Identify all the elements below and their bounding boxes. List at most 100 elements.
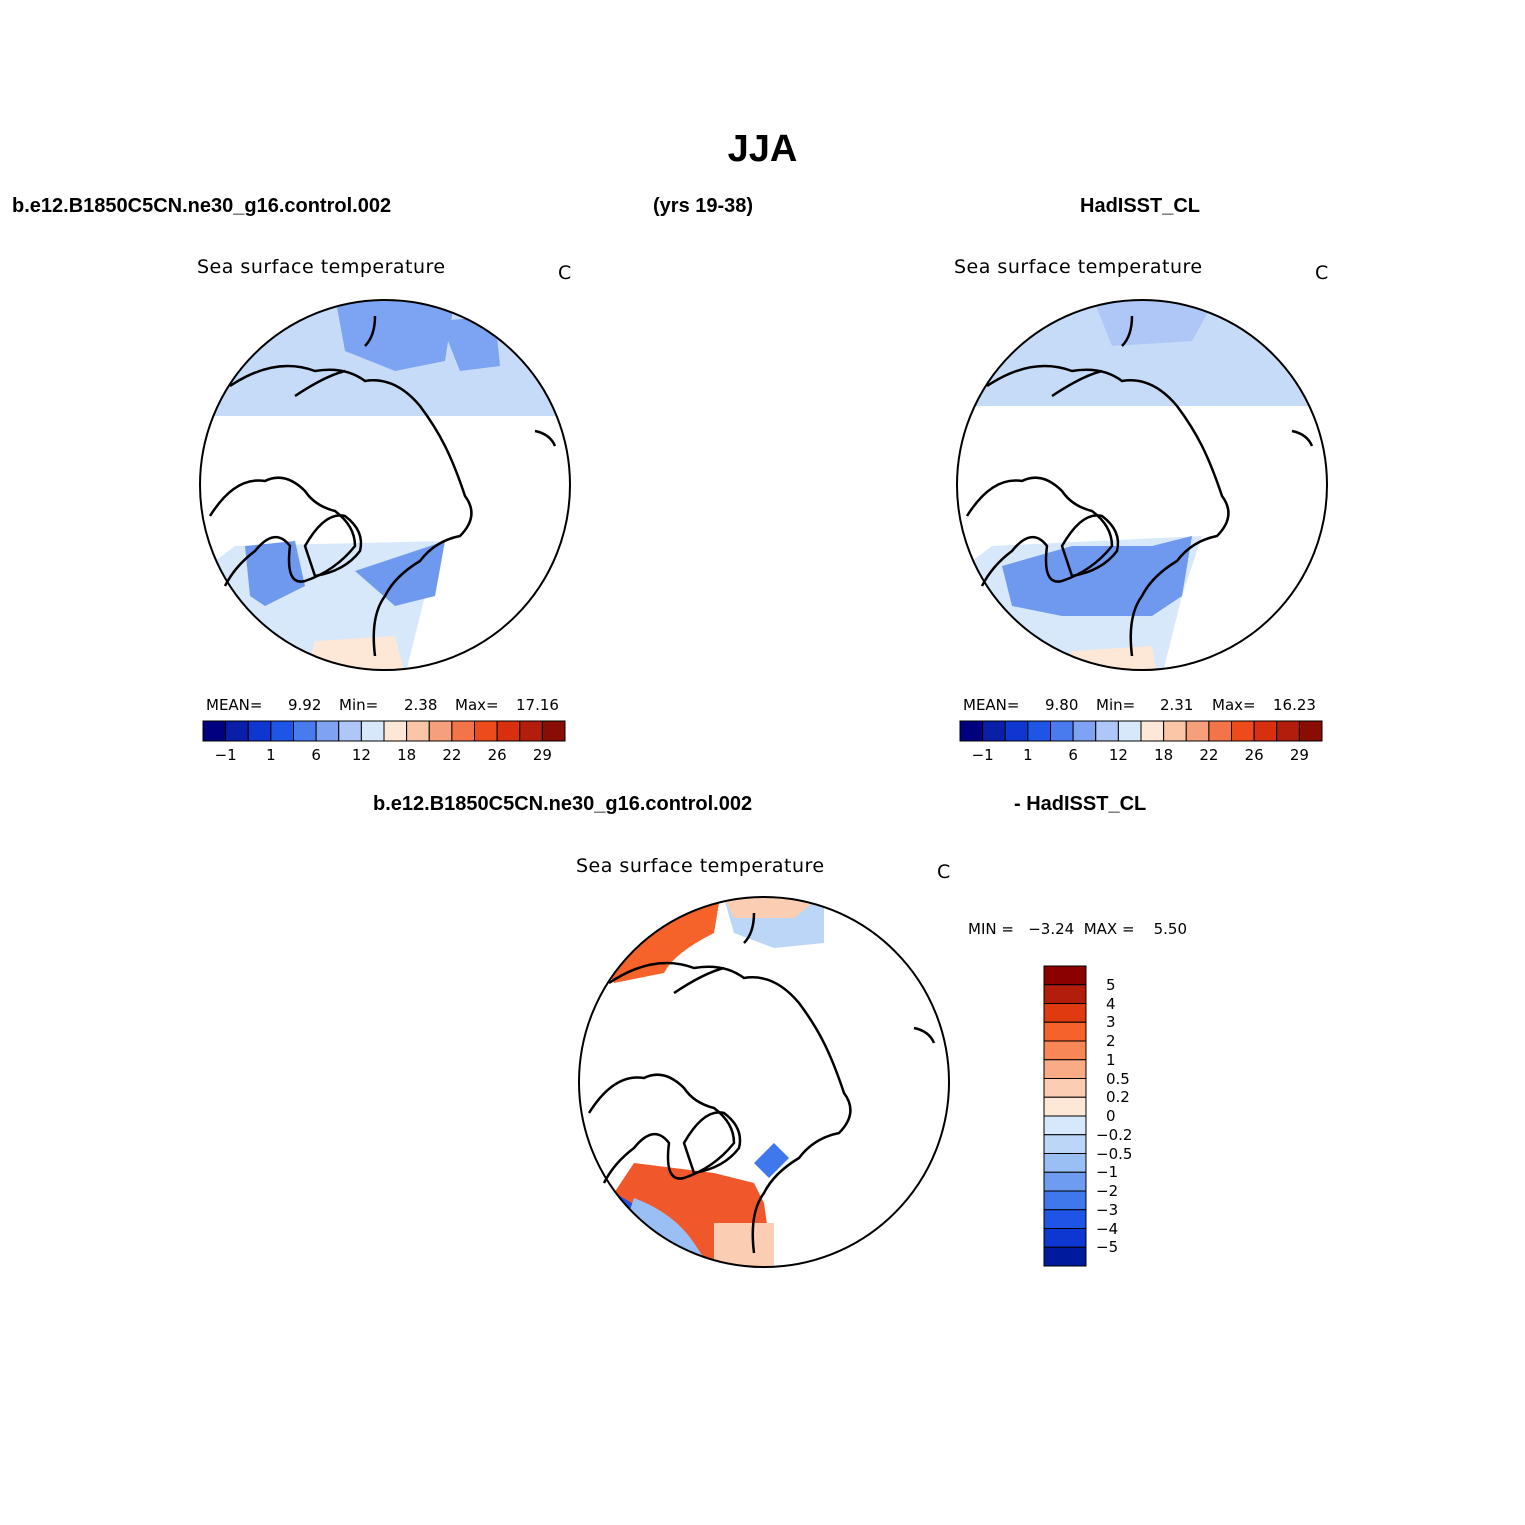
colorbar-swatch [982, 720, 1006, 742]
colorbar-tick-label: 29 [1289, 746, 1309, 764]
colorbar-swatch [1043, 1153, 1087, 1173]
colorbar-swatch [1043, 1171, 1087, 1192]
obs-max-value: 16.23 [1273, 696, 1316, 714]
model-panel-units: C [558, 262, 572, 284]
colorbar-swatch [428, 720, 453, 742]
diff-map [578, 896, 950, 1268]
colorbar-swatch [338, 720, 362, 742]
colorbar-swatch [1231, 720, 1255, 742]
colorbar-swatch [1004, 720, 1029, 742]
colorbar-swatch [1117, 720, 1142, 742]
colorbar-swatch [270, 720, 294, 742]
obs-panel-title: Sea surface temperature [954, 256, 1203, 278]
colorbar-tick-label: −1 [214, 746, 237, 764]
model-colorbar [202, 720, 566, 742]
colorbar-swatch [519, 720, 543, 742]
colorbar-swatch [360, 720, 385, 742]
colorbar-swatch [1043, 1190, 1087, 1211]
colorbar-level-label: −2 [1096, 1182, 1119, 1200]
colorbar-swatch [1072, 720, 1097, 742]
colorbar-tick-label: 18 [1154, 746, 1174, 764]
colorbar-tick-label: 12 [351, 746, 371, 764]
obs-colorbar-ticks: −1 1 6 12 18 22 26 29 [960, 746, 1322, 766]
colorbar-swatch [1043, 1078, 1087, 1098]
obs-name-header: HadISST_CL [1080, 195, 1201, 217]
diff-colorbar [1043, 965, 1087, 1267]
colorbar-tick-label: −1 [971, 746, 994, 764]
colorbar-swatch [315, 720, 340, 742]
colorbar-swatch [1095, 720, 1119, 742]
colorbar-tick-label: 1 [266, 746, 276, 764]
colorbar-swatch [293, 720, 317, 742]
colorbar-swatch [1276, 720, 1300, 742]
colorbar-swatch [474, 720, 498, 742]
obs-min-value: 2.31 [1160, 696, 1194, 714]
colorbar-level-label: −0.5 [1096, 1144, 1133, 1163]
colorbar-swatch [1043, 1003, 1087, 1023]
model-max-label: Max= [455, 696, 499, 714]
colorbar-level-label: 0 [1106, 1107, 1116, 1125]
colorbar-level-label: −5 [1096, 1238, 1119, 1257]
colorbar-swatch [1140, 720, 1165, 742]
anomaly-fill-norway-cool [754, 1143, 789, 1178]
colorbar-level-label: −1 [1096, 1163, 1119, 1182]
obs-max-label: Max= [1212, 696, 1256, 714]
diff-obs-header: - HadISST_CL [1014, 793, 1147, 815]
ocean-fill-labrador [1002, 536, 1192, 616]
colorbar-level-label: 0.2 [1106, 1088, 1130, 1107]
coastlines [587, 912, 936, 1254]
colorbar-level-label: 4 [1106, 994, 1116, 1013]
obs-mean-label: MEAN= [963, 696, 1020, 714]
diff-panel-units: C [937, 861, 951, 883]
colorbar-tick-label: 1 [1023, 746, 1033, 764]
colorbar-swatch [496, 720, 521, 742]
obs-colorbar [959, 720, 1323, 742]
colorbar-swatch [1185, 720, 1210, 742]
colorbar-level-label: −0.2 [1096, 1125, 1133, 1144]
colorbar-tick-label: 18 [397, 746, 417, 764]
model-min-value: 2.38 [404, 696, 438, 714]
colorbar-swatch [247, 720, 272, 742]
diff-colorbar-labels: 5 4 3 2 1 0.5 0.2 0 −0.2 −0.5 −1 −2 −3 −4 −5 [1096, 966, 1176, 1266]
colorbar-level-label: 3 [1106, 1013, 1116, 1032]
obs-min-label: Min= [1096, 696, 1136, 714]
obs-map [956, 299, 1328, 671]
colorbar-level-label: 1 [1106, 1050, 1116, 1069]
colorbar-level-label: −4 [1096, 1219, 1119, 1238]
coastlines [965, 315, 1314, 657]
colorbar-swatch [1050, 720, 1074, 742]
anomaly-fill-pacific-warm [604, 903, 719, 983]
anomaly-fill-bering-warm [724, 898, 819, 918]
model-max-value: 17.16 [516, 696, 559, 714]
colorbar-swatch [1043, 1246, 1087, 1267]
colorbar-level-label: −3 [1096, 1200, 1119, 1219]
colorbar-swatch [1043, 1228, 1087, 1248]
colorbar-swatch [1043, 1134, 1087, 1154]
colorbar-swatch [383, 720, 408, 742]
colorbar-swatch [1027, 720, 1051, 742]
colorbar-swatch [1043, 984, 1087, 1004]
colorbar-swatch [1253, 720, 1278, 742]
figure-title: JJA [727, 128, 798, 170]
colorbar-swatch [1208, 720, 1232, 742]
colorbar-swatch [541, 720, 566, 742]
colorbar-swatch [406, 720, 430, 742]
model-mean-label: MEAN= [206, 696, 263, 714]
anomaly-fill-nsea-light [714, 1223, 774, 1267]
model-mean-value: 9.92 [288, 696, 322, 714]
colorbar-tick-label: 26 [487, 746, 507, 764]
ocean-fill-bering [335, 300, 455, 371]
colorbar-tick-label: 22 [1199, 746, 1219, 764]
diff-minmax: MIN = −3.24 MAX = 5.50 [968, 920, 1188, 938]
colorbar-tick-label: 12 [1108, 746, 1128, 764]
colorbar-swatch [1043, 1021, 1087, 1042]
colorbar-swatch [1043, 1059, 1087, 1079]
colorbar-swatch [1043, 1096, 1087, 1117]
colorbar-tick-label: 6 [1068, 746, 1078, 764]
model-min-label: Min= [339, 696, 379, 714]
colorbar-swatch [959, 720, 984, 742]
obs-mean-value: 9.80 [1045, 696, 1079, 714]
colorbar-swatch [1043, 1115, 1087, 1136]
colorbar-tick-label: 6 [311, 746, 321, 764]
colorbar-swatch [1043, 1209, 1087, 1229]
